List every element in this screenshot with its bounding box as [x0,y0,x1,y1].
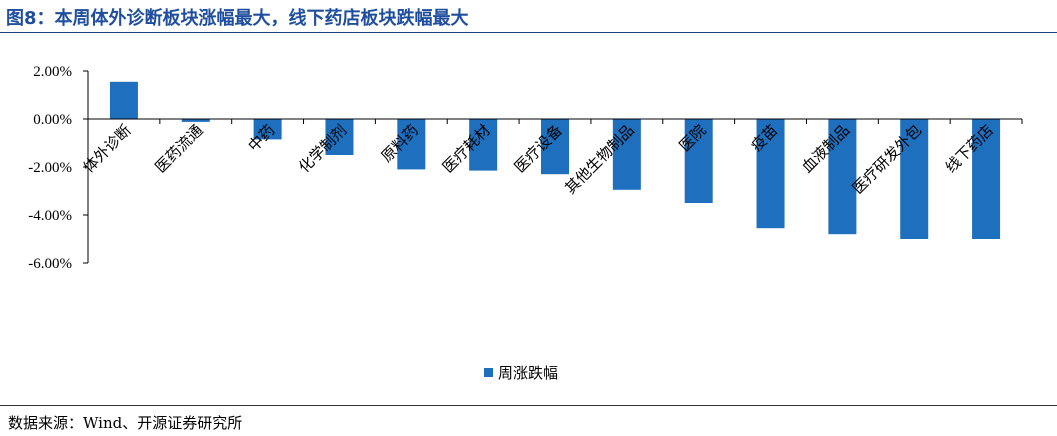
bar [900,119,929,239]
bar [253,119,282,140]
bar [972,119,1001,239]
legend-swatch [484,368,493,377]
y-axis: 2.00% 0.00% -2.00% -4.00% -6.00% [28,64,89,272]
bar [828,119,857,235]
title-divider [0,32,1057,33]
bar [612,119,641,190]
bar [397,119,426,170]
bar-chart: 2.00% 0.00% -2.00% -4.00% -6.00% 体外诊断 医药流通 中药化… [28,64,1023,382]
bar [541,119,569,175]
figure-title: 图8：本周体外诊断板块涨幅最大，线下药店板块跌幅最大 [6,8,469,29]
x-axis [87,118,1023,124]
legend-label: 周涨跌幅 [498,364,558,382]
bar [756,119,785,229]
bar [684,119,713,203]
y-tick-label: 2.00% [33,64,72,80]
y-tick-label: 0.00% [33,112,72,128]
y-tick-label: -2.00% [28,160,72,176]
bars [109,81,1001,239]
bar [181,119,210,122]
y-tick-label: -4.00% [28,208,72,224]
legend: 周涨跌幅 [484,364,558,382]
source-note: 数据来源：Wind、开源证券研究所 [8,414,243,432]
bar [325,119,354,155]
bar [469,119,498,171]
footer-divider [0,405,1057,406]
y-tick-label: -6.00% [28,256,72,272]
category-label: 医药流通 [151,121,206,176]
bar [109,81,138,119]
